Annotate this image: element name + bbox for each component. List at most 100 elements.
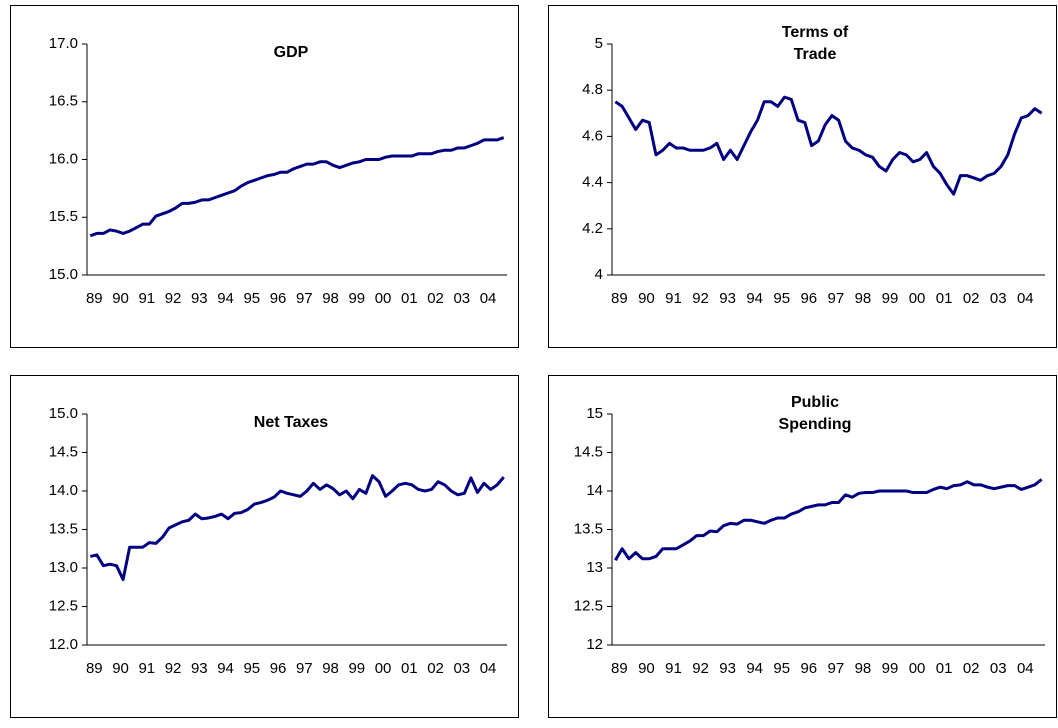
x-tick-label: 92 bbox=[692, 290, 709, 307]
x-tick-label: 92 bbox=[165, 290, 182, 307]
x-tick-label: 89 bbox=[611, 290, 628, 307]
x-tick-label: 98 bbox=[855, 290, 872, 307]
x-tick-label: 95 bbox=[773, 290, 790, 307]
y-tick-label: 15.0 bbox=[49, 266, 78, 283]
chart-title: Net Taxes bbox=[253, 414, 329, 431]
x-tick-label: 97 bbox=[828, 660, 845, 677]
x-tick-label: 04 bbox=[1017, 660, 1034, 677]
x-tick-label: 03 bbox=[453, 660, 470, 677]
chart-title: Terms of Trade bbox=[781, 24, 849, 63]
x-tick-label: 94 bbox=[217, 290, 234, 307]
x-tick-label: 90 bbox=[112, 660, 129, 677]
x-tick-label: 91 bbox=[138, 290, 155, 307]
x-tick-label: 98 bbox=[322, 660, 339, 677]
y-tick-label: 12.5 bbox=[574, 597, 603, 614]
chart-panel: 4 4.2 4.4 4.6 4.8 5 89 90 91 92 93 94 95 96 97 98 99 00 01… bbox=[548, 5, 1057, 348]
x-tick-label: 99 bbox=[882, 660, 899, 677]
chart: 15.0 15.5 16.0 16.5 17.0 89 90 91 92 93 94 95 96 97 98… bbox=[49, 35, 507, 307]
x-tick-label: 99 bbox=[348, 660, 365, 677]
series-line bbox=[614, 95, 1043, 196]
x-tick-label: 95 bbox=[243, 290, 260, 307]
x-tick-label: 01 bbox=[401, 290, 418, 307]
chart-title: Public Spending bbox=[778, 394, 852, 433]
x-tick-label: 99 bbox=[882, 290, 899, 307]
y-tick-label: 15 bbox=[586, 405, 603, 422]
y-tick-label: 13.5 bbox=[574, 520, 603, 537]
y-tick-label: 14.5 bbox=[49, 443, 78, 460]
x-tick-label: 95 bbox=[773, 660, 790, 677]
chart: 12.0 12.5 13.0 13.5 14.0 14.5 15.0 89 90 91 92 93 94… bbox=[49, 405, 507, 677]
x-tick-label: 90 bbox=[638, 290, 655, 307]
x-tick-label: 00 bbox=[375, 660, 392, 677]
x-tick-label: 96 bbox=[800, 290, 817, 307]
x-tick-label: 94 bbox=[746, 290, 763, 307]
x-tick-label: 93 bbox=[191, 660, 208, 677]
x-tick-label: 00 bbox=[375, 290, 392, 307]
y-tick-label: 13.0 bbox=[49, 559, 78, 576]
x-tick-label: 94 bbox=[746, 660, 763, 677]
x-tick-label: 93 bbox=[719, 290, 736, 307]
x-tick-label: 02 bbox=[427, 660, 444, 677]
x-tick-label: 93 bbox=[191, 290, 208, 307]
chart-panel: 12 12.5 13 13.5 14 14.5 15 89 90 91 92 93 94 95 96 97 98… bbox=[548, 375, 1057, 718]
y-tick-label: 13 bbox=[586, 559, 603, 576]
y-tick-label: 4.8 bbox=[582, 81, 603, 98]
y-tick-label: 5 bbox=[595, 35, 603, 52]
x-tick-label: 96 bbox=[800, 660, 817, 677]
y-tick-label: 16.0 bbox=[49, 150, 78, 167]
x-tick-label: 03 bbox=[453, 290, 470, 307]
series-line bbox=[89, 474, 505, 582]
x-tick-label: 02 bbox=[963, 660, 980, 677]
x-tick-label: 96 bbox=[270, 660, 287, 677]
y-tick-label: 4.2 bbox=[582, 220, 603, 237]
chart-panel: 12.0 12.5 13.0 13.5 14.0 14.5 15.0 89 90 91 92 93 94… bbox=[10, 375, 519, 718]
x-tick-label: 89 bbox=[86, 660, 103, 677]
x-tick-label: 97 bbox=[296, 290, 313, 307]
x-tick-label: 98 bbox=[855, 660, 872, 677]
x-tick-label: 93 bbox=[719, 660, 736, 677]
y-tick-label: 12.5 bbox=[49, 597, 78, 614]
x-tick-label: 00 bbox=[909, 660, 926, 677]
y-tick-label: 15.5 bbox=[49, 208, 78, 225]
x-tick-label: 04 bbox=[480, 290, 497, 307]
x-tick-label: 03 bbox=[990, 660, 1007, 677]
y-tick-label: 12 bbox=[586, 636, 603, 653]
chart-panel: 15.0 15.5 16.0 16.5 17.0 89 90 91 92 93 94 95 96 97 98… bbox=[10, 5, 519, 348]
y-tick-label: 13.5 bbox=[49, 520, 78, 537]
x-tick-label: 90 bbox=[112, 290, 129, 307]
x-tick-label: 95 bbox=[243, 660, 260, 677]
y-tick-label: 15.0 bbox=[49, 405, 78, 422]
x-tick-label: 96 bbox=[270, 290, 287, 307]
x-tick-label: 89 bbox=[611, 660, 628, 677]
x-tick-label: 04 bbox=[1017, 290, 1034, 307]
chart-title: GDP bbox=[273, 44, 309, 61]
y-tick-label: 4.6 bbox=[582, 127, 603, 144]
y-tick-label: 4 bbox=[595, 266, 603, 283]
x-tick-label: 97 bbox=[296, 660, 313, 677]
x-tick-label: 04 bbox=[480, 660, 497, 677]
x-tick-label: 02 bbox=[427, 290, 444, 307]
y-tick-label: 14.5 bbox=[574, 443, 603, 460]
x-tick-label: 01 bbox=[936, 290, 953, 307]
series-line bbox=[614, 478, 1043, 562]
y-tick-label: 14 bbox=[586, 482, 603, 499]
x-tick-label: 98 bbox=[322, 290, 339, 307]
x-tick-label: 01 bbox=[936, 660, 953, 677]
series-line bbox=[89, 136, 505, 238]
y-tick-label: 16.5 bbox=[49, 93, 78, 110]
y-tick-label: 14.0 bbox=[49, 482, 78, 499]
x-tick-label: 91 bbox=[138, 660, 155, 677]
x-tick-label: 02 bbox=[963, 290, 980, 307]
y-tick-label: 12.0 bbox=[49, 636, 78, 653]
x-tick-label: 90 bbox=[638, 660, 655, 677]
x-tick-label: 03 bbox=[990, 290, 1007, 307]
x-tick-label: 92 bbox=[165, 660, 182, 677]
chart: 4 4.2 4.4 4.6 4.8 5 89 90 91 92 93 94 95 96 97 98 99 00 01… bbox=[582, 35, 1045, 307]
x-tick-label: 94 bbox=[217, 660, 234, 677]
x-tick-label: 97 bbox=[828, 290, 845, 307]
x-tick-label: 91 bbox=[665, 660, 682, 677]
x-tick-label: 99 bbox=[348, 290, 365, 307]
x-tick-label: 01 bbox=[401, 660, 418, 677]
y-tick-label: 4.4 bbox=[582, 174, 603, 191]
